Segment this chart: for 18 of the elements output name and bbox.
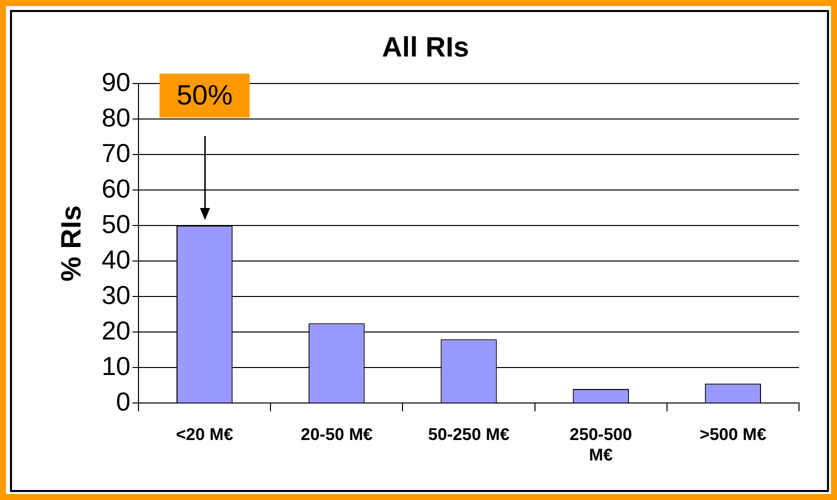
x-tick-label: 50-250 M€ [428,425,510,444]
y-tick-label: 20 [102,315,131,346]
x-tick-label: <20 M€ [176,425,234,444]
x-tick-label: 250-500 M€ [570,425,632,464]
y-tick-label: 70 [102,138,131,168]
y-tick-label: 30 [102,280,131,310]
annotation: 50% [176,79,233,110]
y-tick-label: 90 [102,66,131,97]
y-tick-label: 60 [102,173,131,204]
y-tick-label: 80 [102,102,131,132]
y-tick-label: 0 [116,386,131,416]
x-tick-label: >500 M€ [700,425,767,444]
y-axis-title: % RIs [56,205,87,282]
x-tick-label: 20-50 M€ [300,425,374,444]
y-tick-label: 10 [102,350,131,381]
chart-title: All RIs [382,32,470,63]
y-tick-label: 40 [102,244,131,274]
y-tick-label: 50 [102,208,131,239]
